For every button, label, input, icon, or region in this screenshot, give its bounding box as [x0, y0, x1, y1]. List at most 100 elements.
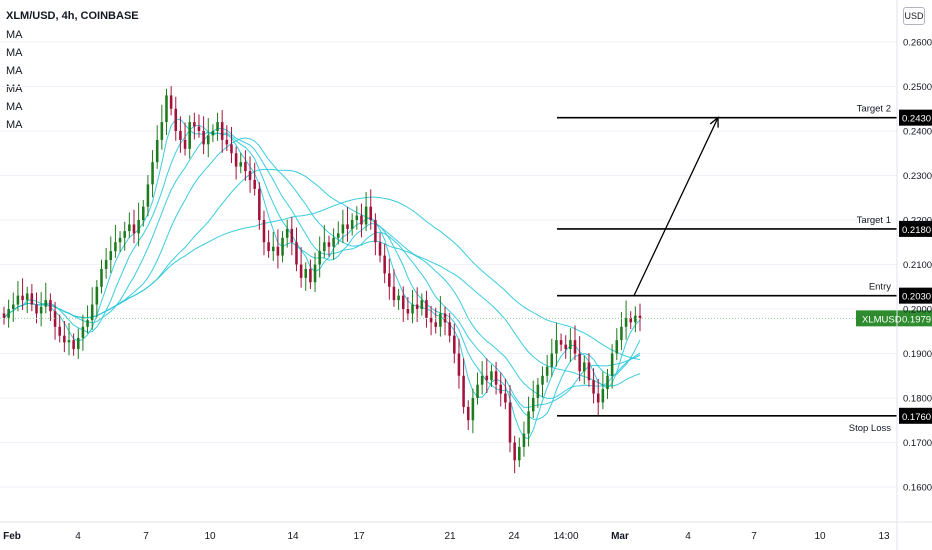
- level-price-badge: [899, 407, 932, 424]
- moving-average-line: [3, 118, 641, 440]
- candle-body: [35, 304, 38, 314]
- candle-body: [341, 224, 345, 234]
- ma-indicator-6[interactable]: MA: [6, 119, 23, 131]
- indicator-legend[interactable]: MA MA MA MA MA MA: [6, 26, 23, 134]
- candle-body: [39, 306, 43, 314]
- candle-body: [448, 322, 451, 336]
- candle-body: [569, 340, 572, 350]
- ma-indicator-2[interactable]: MA: [6, 47, 23, 59]
- level-price-badge: [899, 287, 932, 304]
- current-price-badge: [856, 310, 932, 327]
- candle-body: [606, 375, 609, 390]
- candle-body: [578, 353, 581, 372]
- candle-body: [179, 131, 182, 140]
- currency-button[interactable]: USD: [903, 7, 925, 25]
- level-name: Entry: [869, 282, 891, 293]
- time-tick-label: 10: [814, 531, 826, 542]
- price-axis[interactable]: 0.2600 0.2500 0.2400 0.2300 0.2200 0.2100 0.20…: [896, 0, 932, 550]
- candle-body: [67, 340, 71, 343]
- ma-indicator-3[interactable]: MA: [6, 65, 23, 77]
- candle-body: [137, 220, 140, 234]
- candle-body: [58, 326, 61, 336]
- candle-body: [244, 162, 247, 172]
- candle-body: [206, 135, 210, 145]
- candle-body: [30, 293, 34, 305]
- candle-body: [420, 300, 424, 309]
- time-tick-label: 17: [353, 531, 365, 542]
- candle-body: [216, 122, 219, 131]
- candle-body: [230, 144, 233, 154]
- candle-body: [234, 153, 238, 167]
- candle-body: [253, 179, 256, 189]
- candle-body: [128, 224, 131, 232]
- candle-body: [239, 162, 243, 167]
- price-tick-label: 0.2400: [903, 127, 932, 138]
- price-tick-label: 0.1800: [903, 394, 932, 405]
- price-tick-label: 0.1900: [903, 349, 932, 360]
- price-tick-label: 0.2000: [903, 305, 932, 316]
- level-price-value: 0.2030: [902, 292, 931, 303]
- candle-body: [258, 188, 261, 220]
- candle-body: [160, 122, 164, 140]
- candle-body: [132, 224, 136, 234]
- chart-title: XLM/USD, 4h, COINBASE: [6, 10, 139, 22]
- candle-body: [104, 260, 108, 269]
- price-tick-label: 0.2300: [903, 171, 932, 182]
- candle-body: [638, 315, 642, 319]
- candle-body: [220, 122, 224, 140]
- candle-body: [485, 375, 489, 381]
- candle-body: [271, 246, 275, 252]
- candle-body: [2, 313, 6, 318]
- candle-body: [374, 220, 377, 243]
- moving-average-line: [3, 137, 641, 399]
- candle-body: [522, 433, 526, 447]
- candle-body: [299, 264, 303, 278]
- candle-body: [193, 122, 196, 127]
- candle-body: [165, 95, 168, 123]
- candle-body: [313, 264, 317, 283]
- candle-body: [425, 300, 428, 318]
- time-tick-label: Feb: [3, 531, 21, 542]
- current-price-symbol: XLMUSD: [862, 314, 902, 325]
- time-tick-label: 13: [878, 531, 890, 542]
- candle-body: [211, 131, 215, 136]
- candle-body: [499, 384, 503, 394]
- candle-body: [629, 317, 632, 323]
- candle-body: [624, 317, 628, 327]
- candle-body: [453, 335, 456, 354]
- candle-body: [141, 206, 145, 220]
- candle-body: [146, 184, 150, 207]
- candle-body: [388, 273, 391, 287]
- candle-body: [295, 242, 298, 265]
- trade-levels: XLMUSD 0.1979 Target 2 0.2430 Target 1 0.2180…: [0, 104, 932, 434]
- candle-body: [545, 366, 549, 376]
- level-price-badge: [899, 220, 932, 237]
- ma-indicator-1[interactable]: MA: [6, 29, 23, 41]
- candle-body: [77, 337, 80, 350]
- candle-body: [267, 242, 270, 252]
- candle-body: [480, 375, 484, 385]
- candle-body: [323, 242, 326, 252]
- candle-body: [439, 313, 442, 327]
- candle-body: [601, 389, 605, 403]
- moving-average-line: [3, 124, 641, 420]
- ma-indicator-5[interactable]: MA: [6, 101, 23, 113]
- price-tick-label: 0.2200: [903, 216, 932, 227]
- projection-arrow-head: [709, 116, 719, 128]
- level-name: Target 2: [857, 104, 891, 115]
- level-price-badge: [899, 109, 932, 126]
- candle-body: [350, 220, 354, 229]
- candle-body: [25, 293, 29, 301]
- candle-body: [490, 371, 493, 381]
- candle-body: [383, 255, 386, 274]
- candle-body: [183, 139, 187, 149]
- time-axis[interactable]: Feb 4 7 10 14 17 21 24 14:00 Mar 4 7 10 13: [0, 521, 932, 542]
- candle-body: [197, 126, 201, 131]
- price-tick-label: 0.2100: [903, 260, 932, 271]
- time-tick-label: Mar: [611, 531, 629, 542]
- candle-body: [86, 320, 89, 327]
- time-tick-label: 4: [75, 531, 81, 542]
- candle-body: [49, 300, 52, 312]
- time-tick-label: 21: [444, 531, 456, 542]
